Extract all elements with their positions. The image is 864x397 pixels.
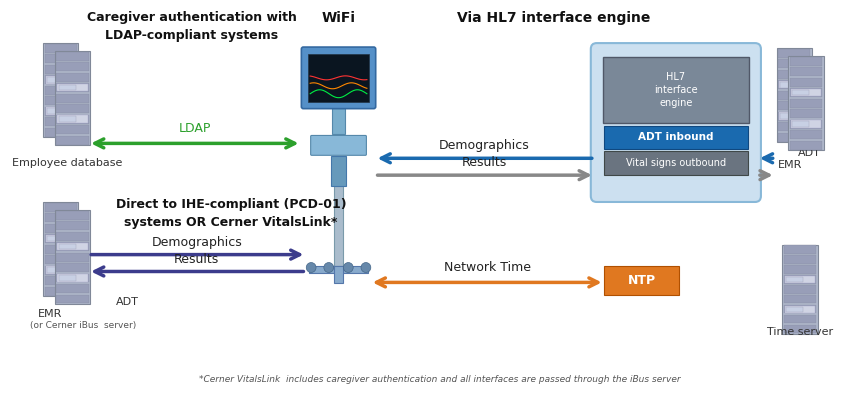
FancyBboxPatch shape <box>308 54 369 102</box>
FancyBboxPatch shape <box>45 75 77 84</box>
FancyBboxPatch shape <box>59 275 75 281</box>
FancyBboxPatch shape <box>791 120 821 128</box>
FancyBboxPatch shape <box>779 81 810 89</box>
Circle shape <box>361 262 371 272</box>
FancyBboxPatch shape <box>56 295 89 303</box>
FancyBboxPatch shape <box>778 80 810 89</box>
FancyBboxPatch shape <box>45 266 77 275</box>
FancyBboxPatch shape <box>784 285 816 293</box>
FancyBboxPatch shape <box>59 244 75 249</box>
FancyBboxPatch shape <box>45 54 77 63</box>
FancyBboxPatch shape <box>777 48 812 143</box>
FancyBboxPatch shape <box>57 274 88 282</box>
FancyBboxPatch shape <box>784 305 816 313</box>
FancyBboxPatch shape <box>302 47 376 109</box>
Circle shape <box>343 262 353 272</box>
FancyBboxPatch shape <box>56 221 89 230</box>
FancyBboxPatch shape <box>786 307 803 312</box>
FancyBboxPatch shape <box>57 84 88 91</box>
Circle shape <box>306 262 316 272</box>
FancyBboxPatch shape <box>780 114 797 119</box>
FancyBboxPatch shape <box>56 232 89 241</box>
FancyBboxPatch shape <box>56 125 89 134</box>
Text: *Cerner VitalsLink  includes caregiver authentication and all interfaces are pas: *Cerner VitalsLink includes caregiver au… <box>200 375 681 384</box>
FancyBboxPatch shape <box>45 287 77 295</box>
FancyBboxPatch shape <box>778 59 810 68</box>
FancyBboxPatch shape <box>45 96 77 105</box>
FancyBboxPatch shape <box>792 121 809 127</box>
FancyBboxPatch shape <box>790 99 822 108</box>
FancyBboxPatch shape <box>57 243 88 251</box>
FancyBboxPatch shape <box>56 115 89 123</box>
FancyBboxPatch shape <box>45 86 77 95</box>
Text: ADT inbound: ADT inbound <box>638 133 714 143</box>
FancyBboxPatch shape <box>48 77 64 83</box>
FancyBboxPatch shape <box>784 325 816 333</box>
FancyBboxPatch shape <box>790 88 822 97</box>
FancyBboxPatch shape <box>604 125 748 149</box>
FancyBboxPatch shape <box>779 112 810 120</box>
FancyBboxPatch shape <box>43 202 79 296</box>
FancyBboxPatch shape <box>331 156 346 186</box>
FancyBboxPatch shape <box>56 73 89 82</box>
FancyBboxPatch shape <box>784 265 816 274</box>
Text: Via HL7 interface engine: Via HL7 interface engine <box>457 12 651 25</box>
FancyBboxPatch shape <box>784 255 816 264</box>
FancyBboxPatch shape <box>605 266 679 295</box>
FancyBboxPatch shape <box>56 62 89 71</box>
FancyBboxPatch shape <box>56 94 89 103</box>
FancyBboxPatch shape <box>790 130 822 139</box>
FancyBboxPatch shape <box>780 82 797 87</box>
FancyBboxPatch shape <box>778 91 810 100</box>
Text: Demographics: Demographics <box>151 236 242 249</box>
FancyBboxPatch shape <box>790 141 822 150</box>
FancyBboxPatch shape <box>332 107 346 135</box>
FancyBboxPatch shape <box>790 67 822 76</box>
FancyBboxPatch shape <box>45 234 77 243</box>
FancyBboxPatch shape <box>45 224 77 233</box>
FancyBboxPatch shape <box>45 276 77 285</box>
FancyBboxPatch shape <box>56 263 89 272</box>
FancyBboxPatch shape <box>778 133 810 142</box>
FancyBboxPatch shape <box>785 306 816 313</box>
FancyBboxPatch shape <box>788 56 823 150</box>
FancyBboxPatch shape <box>46 76 76 83</box>
FancyBboxPatch shape <box>45 213 77 222</box>
FancyBboxPatch shape <box>59 116 75 122</box>
FancyBboxPatch shape <box>591 43 761 202</box>
FancyBboxPatch shape <box>45 245 77 254</box>
Text: Employee database: Employee database <box>11 158 122 168</box>
FancyBboxPatch shape <box>784 245 816 254</box>
FancyBboxPatch shape <box>790 78 822 87</box>
FancyBboxPatch shape <box>783 245 817 334</box>
FancyBboxPatch shape <box>56 211 89 220</box>
Text: EMR: EMR <box>778 160 803 170</box>
FancyBboxPatch shape <box>792 90 809 95</box>
FancyBboxPatch shape <box>45 203 77 212</box>
Text: Direct to IHE-compliant (PCD-01)
systems OR Cerner VitalsLink*: Direct to IHE-compliant (PCD-01) systems… <box>116 198 346 229</box>
FancyBboxPatch shape <box>785 276 816 283</box>
Text: Demographics: Demographics <box>439 139 530 152</box>
FancyBboxPatch shape <box>48 267 64 273</box>
FancyBboxPatch shape <box>46 266 76 274</box>
FancyBboxPatch shape <box>46 108 76 115</box>
FancyBboxPatch shape <box>45 117 77 126</box>
FancyBboxPatch shape <box>48 236 64 241</box>
FancyBboxPatch shape <box>45 107 77 116</box>
FancyBboxPatch shape <box>778 112 810 121</box>
Text: Caregiver authentication with
LDAP-compliant systems: Caregiver authentication with LDAP-compl… <box>87 12 297 42</box>
FancyBboxPatch shape <box>311 135 366 155</box>
FancyBboxPatch shape <box>784 295 816 303</box>
FancyBboxPatch shape <box>45 255 77 264</box>
FancyBboxPatch shape <box>778 101 810 110</box>
FancyBboxPatch shape <box>778 122 810 131</box>
FancyBboxPatch shape <box>309 266 368 274</box>
FancyBboxPatch shape <box>56 252 89 262</box>
Text: Network Time: Network Time <box>443 261 530 274</box>
Text: EMR: EMR <box>37 309 61 319</box>
FancyBboxPatch shape <box>56 136 89 145</box>
FancyBboxPatch shape <box>56 242 89 251</box>
FancyBboxPatch shape <box>56 274 89 283</box>
FancyBboxPatch shape <box>602 57 749 123</box>
FancyBboxPatch shape <box>55 51 90 145</box>
